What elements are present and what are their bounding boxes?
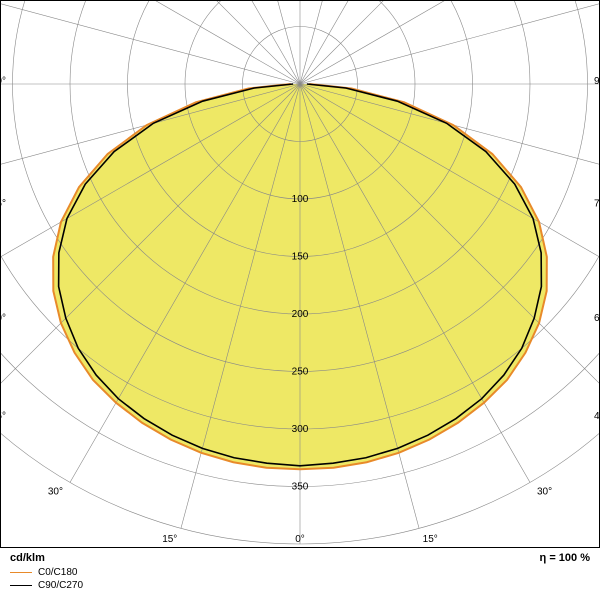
legend-item: C90/C270: [10, 579, 590, 592]
svg-text:0°: 0°: [295, 534, 305, 545]
legend: C0/C180 C90/C270: [0, 566, 600, 592]
svg-text:15°: 15°: [162, 534, 177, 545]
svg-text:350: 350: [292, 482, 309, 493]
efficiency-label: η = 100 %: [540, 552, 590, 564]
unit-label: cd/klm: [10, 552, 45, 564]
polar-chart: 1001502002503003500°15°30°45°60°75°90°15…: [0, 0, 600, 548]
legend-label: C90/C270: [38, 579, 83, 592]
svg-text:200: 200: [292, 309, 309, 320]
legend-swatch: [10, 585, 32, 586]
legend-swatch: [10, 572, 32, 573]
svg-text:30°: 30°: [537, 486, 552, 497]
svg-text:30°: 30°: [48, 486, 63, 497]
svg-text:150: 150: [292, 252, 309, 263]
svg-text:15°: 15°: [423, 534, 438, 545]
legend-item: C0/C180: [10, 566, 590, 579]
chart-footer: cd/klm η = 100 % C0/C180 C90/C270: [0, 547, 600, 600]
svg-text:100: 100: [292, 194, 309, 205]
svg-text:250: 250: [292, 367, 309, 378]
legend-label: C0/C180: [38, 566, 77, 579]
svg-text:300: 300: [292, 424, 309, 435]
